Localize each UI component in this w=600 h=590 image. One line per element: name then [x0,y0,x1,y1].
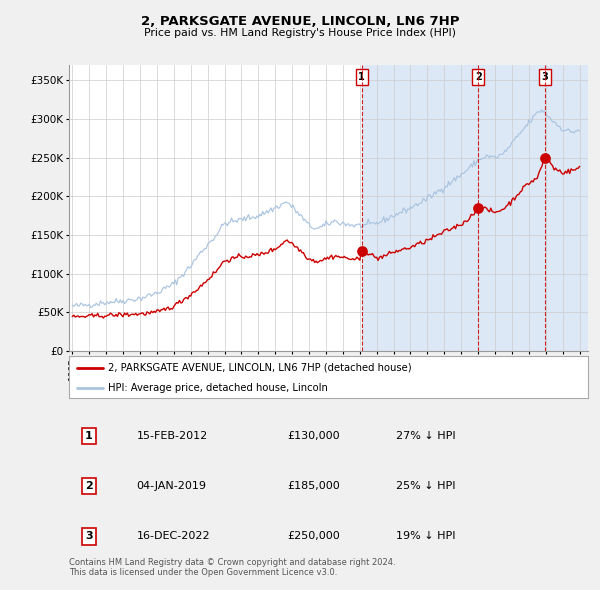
Text: 2: 2 [85,481,92,491]
Text: 1: 1 [85,431,92,441]
Text: 25% ↓ HPI: 25% ↓ HPI [396,481,455,491]
Point [540,153,550,162]
Text: 04-JAN-2019: 04-JAN-2019 [136,481,206,491]
Text: HPI: Average price, detached house, Lincoln: HPI: Average price, detached house, Linc… [108,383,328,392]
Text: 2, PARKSGATE AVENUE, LINCOLN, LN6 7HP: 2, PARKSGATE AVENUE, LINCOLN, LN6 7HP [141,15,459,28]
Text: 16-DEC-2022: 16-DEC-2022 [136,532,210,541]
Bar [362,65,588,351]
Text: 15-FEB-2012: 15-FEB-2012 [136,431,208,441]
Text: 2, PARKSGATE AVENUE, LINCOLN, LN6 7HP (detached house): 2, PARKSGATE AVENUE, LINCOLN, LN6 7HP (d… [108,363,412,373]
Text: 27% ↓ HPI: 27% ↓ HPI [396,431,455,441]
Point [357,246,367,255]
Point [473,203,483,213]
Text: £130,000: £130,000 [287,431,340,441]
Text: 2: 2 [475,72,482,82]
Text: 3: 3 [542,72,548,82]
Text: Contains HM Land Registry data © Crown copyright and database right 2024.
This d: Contains HM Land Registry data © Crown c… [69,558,395,577]
Text: £250,000: £250,000 [287,532,340,541]
Text: 3: 3 [85,532,92,541]
Text: 19% ↓ HPI: 19% ↓ HPI [396,532,455,541]
Text: Price paid vs. HM Land Registry's House Price Index (HPI): Price paid vs. HM Land Registry's House … [144,28,456,38]
Text: £185,000: £185,000 [287,481,340,491]
Text: 1: 1 [358,72,365,82]
